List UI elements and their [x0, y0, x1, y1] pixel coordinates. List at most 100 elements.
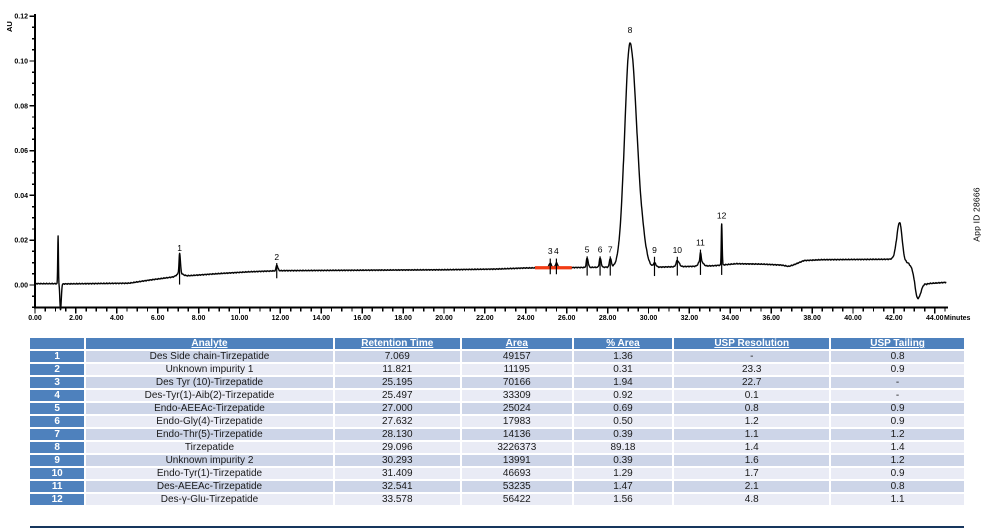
cell-percent-area: 0.31 [573, 364, 673, 375]
chromatogram-trace [34, 42, 947, 311]
chromatogram-svg: 0.00 2.00 4.00 6.00 8.00 10.00 12.00 14.00 16.00… [5, 14, 971, 322]
cell-area: 46693 [461, 468, 572, 479]
x-tick-label: 6.00 [151, 315, 165, 322]
cell-usp-tailing: 0.9 [831, 364, 964, 375]
cell-usp-resolution: 1.2 [674, 416, 830, 427]
column-header-analyte: Analyte [86, 338, 333, 349]
cell-retention-time: 25.497 [334, 390, 460, 401]
y-tick-label: 0.06 [14, 148, 28, 155]
table-row-9: 9 Unknown impurity 2 30.293 13991 0.39 1.6 1.2 [30, 455, 964, 466]
cell-usp-tailing: 0.9 [831, 403, 964, 414]
cell-row-number: 9 [30, 455, 85, 466]
cell-percent-area: 0.50 [573, 416, 673, 427]
cell-row-number: 3 [30, 377, 85, 388]
cell-retention-time: 33.578 [334, 494, 460, 505]
cell-retention-time: 28.130 [334, 429, 460, 440]
cell-usp-resolution: 2.1 [674, 481, 830, 492]
cell-usp-tailing: - [831, 390, 964, 401]
x-tick-label: 24.00 [517, 315, 535, 322]
y-tick-label: 0.04 [14, 193, 28, 200]
cell-percent-area: 0.69 [573, 403, 673, 414]
cell-percent-area: 1.47 [573, 481, 673, 492]
cell-analyte: Des Tyr (10)-Tirzepatide [86, 377, 333, 388]
cell-area: 25024 [461, 403, 572, 414]
cell-row-number: 11 [30, 481, 85, 492]
x-tick-label: 36.00 [762, 315, 780, 322]
cell-percent-area: 1.29 [573, 468, 673, 479]
cell-analyte: Endo-AEEAc-Tirzepatide [86, 403, 333, 414]
cell-usp-tailing: 1.4 [831, 442, 964, 453]
cell-row-number: 2 [30, 364, 85, 375]
cell-usp-resolution: 1.1 [674, 429, 830, 440]
x-tick-label: 2.00 [69, 315, 83, 322]
cell-row-number: 4 [30, 390, 85, 401]
x-tick-label: 4.00 [110, 315, 124, 322]
y-tick-label: 0.10 [14, 59, 28, 66]
cell-analyte: Endo-Tyr(1)-Tirzepatide [86, 468, 333, 479]
table-row-7: 7 Endo-Thr(5)-Tirzepatide 28.130 14136 0.39 1… [30, 429, 964, 440]
cell-usp-tailing: 0.9 [831, 468, 964, 479]
x-tick-label: 38.00 [803, 315, 821, 322]
cell-usp-tailing: - [831, 377, 964, 388]
cell-usp-resolution: 4.8 [674, 494, 830, 505]
cell-area: 17983 [461, 416, 572, 427]
table-row-3: 3 Des Tyr (10)-Tirzepatide 25.195 70166 1.94… [30, 377, 964, 388]
cell-usp-tailing: 0.8 [831, 351, 964, 362]
cell-analyte: Des Side chain-Tirzepatide [86, 351, 333, 362]
cell-retention-time: 32.541 [334, 481, 460, 492]
cell-area: 3226373 [461, 442, 572, 453]
x-tick-label: 8.00 [192, 315, 206, 322]
cell-analyte: Endo-Thr(5)-Tirzepatide [86, 429, 333, 440]
cell-retention-time: 30.293 [334, 455, 460, 466]
cell-area: 56422 [461, 494, 572, 505]
table-row-12: 12 Des-γ-Glu-Tirzepatide 33.578 56422 1.56 4.… [30, 494, 964, 505]
table-row-8: 8 Tirzepatide 29.096 3226373 89.18 1.4 1.4 [30, 442, 964, 453]
cell-retention-time: 31.409 [334, 468, 460, 479]
x-tick-label: 10.00 [231, 315, 249, 322]
chromatogram-plot: 0.00 2.00 4.00 6.00 8.00 10.00 12.00 14.00 16.00… [5, 14, 971, 322]
y-tick-label: 0.02 [14, 238, 28, 245]
peak-results-table: Analyte Retention Time Area% Area USP Resol… [28, 336, 966, 507]
cell-retention-time: 27.000 [334, 403, 460, 414]
column-header-percent-area: % Area [573, 338, 673, 349]
peak-label-4: 4 [554, 246, 559, 256]
peak-label-3: 3 [548, 246, 553, 256]
cell-area: 70166 [461, 377, 572, 388]
x-tick-label: 14.00 [313, 315, 331, 322]
cell-usp-tailing: 1.2 [831, 429, 964, 440]
y-tick-label: 0.12 [14, 14, 28, 21]
y-axis-unit-label: AU [5, 21, 14, 32]
cell-analyte: Des-γ-Glu-Tirzepatide [86, 494, 333, 505]
cell-percent-area: 0.39 [573, 429, 673, 440]
cell-usp-resolution: 1.4 [674, 442, 830, 453]
column-header-retention-time: Retention Time [334, 338, 460, 349]
cell-row-number: 1 [30, 351, 85, 362]
cell-usp-resolution: - [674, 351, 830, 362]
table-bottom-border [30, 526, 964, 528]
x-tick-label: 32.00 [681, 315, 699, 322]
y-tick-label: 0.08 [14, 103, 28, 110]
cell-analyte: Des-AEEAc-Tirzepatide [86, 481, 333, 492]
peak-label-2: 2 [274, 252, 279, 262]
cell-percent-area: 0.92 [573, 390, 673, 401]
cell-usp-tailing: 1.1 [831, 494, 964, 505]
cell-usp-resolution: 1.7 [674, 468, 830, 479]
x-tick-label: 34.00 [722, 315, 740, 322]
x-tick-label: 22.00 [476, 315, 494, 322]
column-header-usp-tailing: USP Tailing [831, 338, 964, 349]
cell-row-number: 12 [30, 494, 85, 505]
table-row-2: 2 Unknown impurity 1 11.821 11195 0.31 23.3 0.… [30, 364, 964, 375]
cell-area: 14136 [461, 429, 572, 440]
cell-area: 11195 [461, 364, 572, 375]
peak-label-7: 7 [608, 245, 613, 255]
cell-retention-time: 29.096 [334, 442, 460, 453]
cell-area: 53235 [461, 481, 572, 492]
cell-retention-time: 25.195 [334, 377, 460, 388]
peak-label-10: 10 [673, 245, 683, 255]
cell-row-number: 7 [30, 429, 85, 440]
table-row-10: 10 Endo-Tyr(1)-Tirzepatide 31.409 46693 1.29… [30, 468, 964, 479]
table-row-6: 6 Endo-Gly(4)-Tirzepatide 27.632 17983 0.50 1… [30, 416, 964, 427]
cell-percent-area: 0.39 [573, 455, 673, 466]
x-tick-label: 18.00 [394, 315, 412, 322]
